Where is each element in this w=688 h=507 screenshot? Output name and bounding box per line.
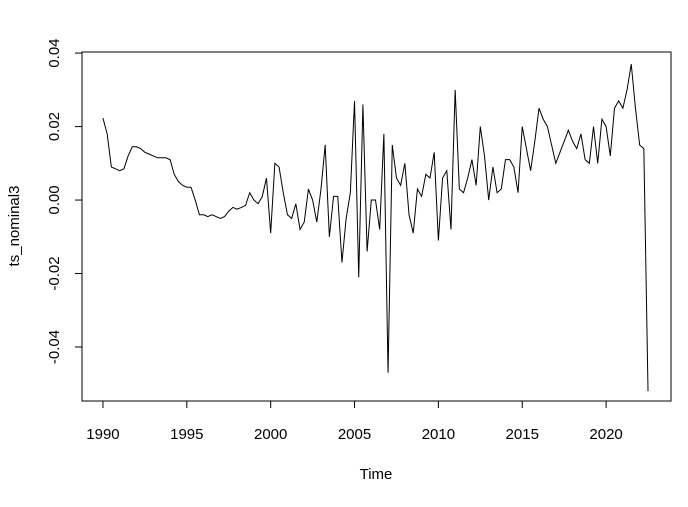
x-tick-label: 2005	[338, 426, 371, 443]
x-tick-label: 1990	[86, 426, 119, 443]
y-tick-label: -0.02	[46, 256, 63, 290]
series-line	[102, 64, 649, 392]
x-tick-label: 2000	[254, 426, 287, 443]
x-tick-label: 2010	[422, 426, 455, 443]
y-tick-label: -0.04	[46, 330, 63, 364]
x-axis-label: Time	[360, 466, 393, 483]
y-tick-label: 0.02	[46, 112, 63, 141]
y-tick-label: 0.00	[46, 185, 63, 214]
y-axis-label: ts_nominal3	[6, 186, 23, 267]
y-tick-label: 0.04	[46, 39, 63, 68]
x-tick-label: 2015	[506, 426, 539, 443]
plot-box	[81, 51, 672, 402]
x-tick-label: 1995	[170, 426, 203, 443]
x-tick-label: 2020	[589, 426, 622, 443]
